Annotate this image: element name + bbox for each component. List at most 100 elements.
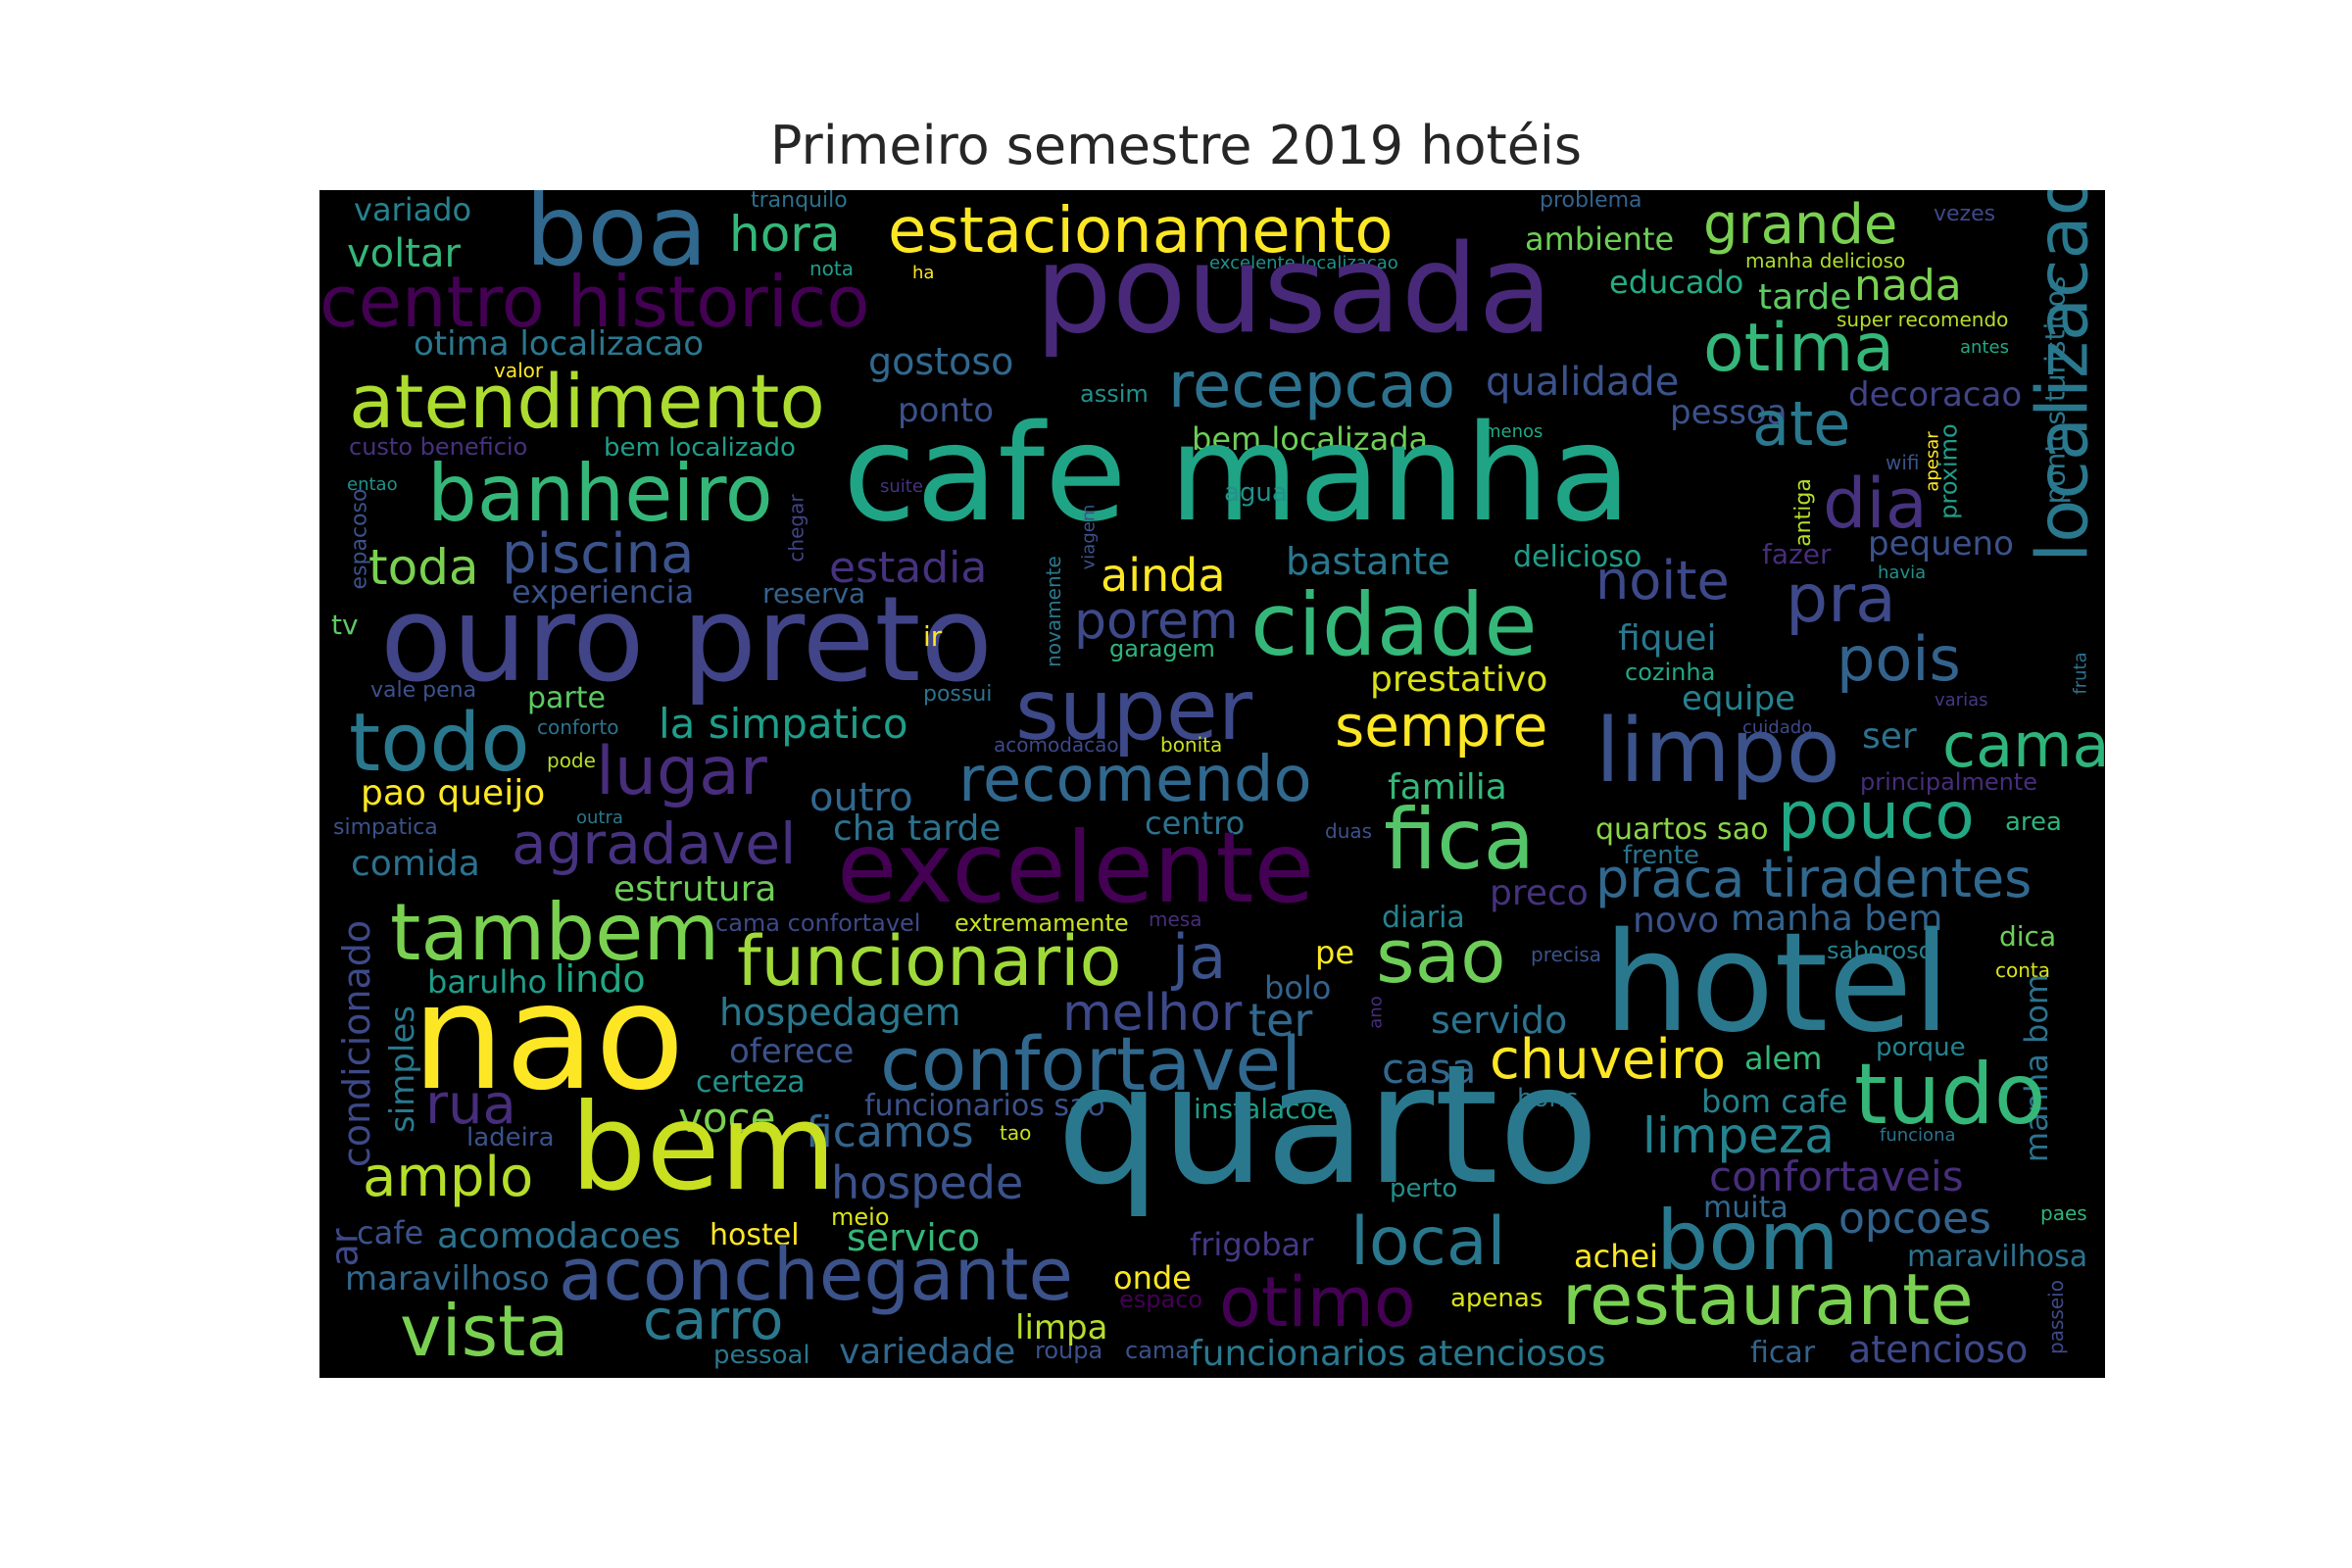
word-tao: tao (1000, 1121, 1032, 1145)
word-bem-localizado: bem localizado (604, 433, 796, 463)
word-sao: sao (1376, 912, 1506, 1000)
word-bolo: bolo (1264, 969, 1332, 1006)
word-cama-bottom: cama (1125, 1337, 1190, 1364)
word-recomendo: recomendo (958, 744, 1312, 816)
word-hospede: hospede (831, 1156, 1024, 1209)
word-fiquei: fiquei (1618, 618, 1717, 659)
word-quartos-sao: quartos sao (1595, 812, 1769, 847)
word-bastante: bastante (1286, 540, 1450, 583)
word-variedade: variedade (839, 1332, 1016, 1372)
word-manha-delicioso: manha delicioso (1745, 249, 1906, 272)
word-familia: familia (1388, 767, 1507, 808)
word-recepcao: recepcao (1168, 350, 1456, 422)
word-alem: alem (1744, 1040, 1823, 1077)
word-area: area (2005, 808, 2062, 837)
word-otima-localizacao: otima localizacao (414, 324, 705, 364)
word-ambiente: ambiente (1525, 220, 1675, 258)
word-todo: todo (349, 697, 530, 790)
word-sempre: sempre (1335, 693, 1548, 760)
word-oferece: oferece (729, 1032, 855, 1071)
word-limpeza: limpeza (1642, 1107, 1835, 1164)
word-diaria: diaria (1382, 901, 1465, 935)
word-nada: nada (1854, 261, 1962, 311)
word-hotel: hotel (1603, 904, 1951, 1063)
word-garagem: garagem (1109, 635, 1215, 662)
word-educado: educado (1609, 264, 1744, 301)
word-varias: varias (1935, 690, 1988, 710)
word-nota: nota (809, 257, 855, 280)
word-outra: outra (576, 808, 623, 828)
word-casa: casa (1382, 1045, 1477, 1093)
word-mesa: mesa (1149, 907, 1202, 931)
word-super-recomendo: super recomendo (1837, 308, 2009, 331)
word-fruta: fruta (2070, 652, 2091, 695)
word-ficamos: ficamos (806, 1107, 974, 1157)
word-confortavel: confortavel (880, 1020, 1302, 1107)
word-chuveiro: chuveiro (1490, 1028, 1726, 1092)
word-maravilhosa: maravilhosa (1907, 1240, 2088, 1274)
word-simpatica: simpatica (333, 815, 438, 840)
word-estrutura: estrutura (613, 869, 777, 909)
word-certeza: certeza (696, 1065, 806, 1100)
word-ladeira: ladeira (466, 1123, 555, 1152)
word-limpo: limpo (1595, 700, 1840, 803)
word-suite: suite (880, 476, 923, 497)
word-fazer: fazer (1762, 538, 1832, 570)
word-variado: variado (354, 191, 472, 228)
word-passeio: passeio (2043, 1280, 2068, 1354)
word-funcionario: funcionario (737, 921, 1122, 1002)
word-outro: outro (809, 775, 913, 820)
word-tranquilo: tranquilo (751, 190, 848, 213)
word-local: local (1350, 1203, 1506, 1281)
word-pode: pode (547, 749, 596, 772)
word-onde: onde (1113, 1259, 1192, 1297)
word-entao: entao (347, 474, 398, 495)
word-parte: parte (527, 681, 606, 715)
word-possui: possui (923, 682, 993, 707)
word-pontos-turisticos: pontos turisticos (2038, 275, 2072, 505)
word-simples: simples (382, 1005, 422, 1133)
word-acomodacao: acomodacao (994, 733, 1119, 757)
word-prestativo: prestativo (1370, 660, 1548, 700)
word-cafe-manha: cafe manha (843, 397, 1632, 552)
word-quarto: quarto (1056, 1029, 1599, 1221)
word-estacionamento: estacionamento (888, 195, 1394, 268)
word-condicionado: condicionado (335, 919, 379, 1168)
word-piscina: piscina (502, 522, 695, 586)
word-apenas: apenas (1450, 1284, 1544, 1313)
word-pessoal: pessoal (713, 1341, 810, 1370)
word-opcoes: opcoes (1838, 1194, 1991, 1244)
word-bem: bem (570, 1078, 837, 1217)
word-qualidade: qualidade (1486, 360, 1680, 405)
word-ser: ser (1862, 716, 1917, 757)
word-rua: rua (425, 1073, 516, 1137)
word-vista: vista (400, 1290, 569, 1372)
word-lindo: lindo (555, 957, 646, 1001)
word-servido: servido (1431, 999, 1568, 1042)
word-melhor: melhor (1062, 984, 1243, 1043)
word-voltar: voltar (347, 231, 461, 276)
word-bom: bom (1656, 1193, 1839, 1289)
word-decoracao: decoracao (1848, 375, 2023, 415)
word-havia: havia (1878, 563, 1927, 583)
word-duas: duas (1325, 819, 1373, 843)
word-cloud: tranquilo problema variado boa hora esta… (319, 190, 2105, 1378)
word-ainda: ainda (1101, 549, 1226, 602)
word-pousada: pousada (1035, 220, 1553, 361)
word-tudo: tudo (1854, 1046, 2046, 1144)
word-funcionarios-atenciosos: funcionarios atenciosos (1190, 1334, 1606, 1374)
word-manha-bem: manha bem (1731, 899, 1943, 939)
word-problema: problema (1540, 190, 1642, 213)
word-saboroso: saboroso (1827, 937, 1934, 964)
word-comida: comida (351, 844, 480, 884)
word-pra: pra (1786, 561, 1896, 638)
word-vezes: vezes (1934, 202, 1996, 226)
word-extremamente: extremamente (955, 909, 1129, 937)
word-ter: ter (1249, 994, 1313, 1047)
word-fica: fica (1384, 791, 1536, 889)
word-dia: dia (1823, 464, 1928, 544)
word-maravilhoso: maravilhoso (345, 1259, 550, 1298)
word-aconchegante: aconchegante (559, 1233, 1074, 1317)
word-cuidado: cuidado (1742, 717, 1813, 738)
word-novamente: novamente (1041, 556, 1065, 667)
